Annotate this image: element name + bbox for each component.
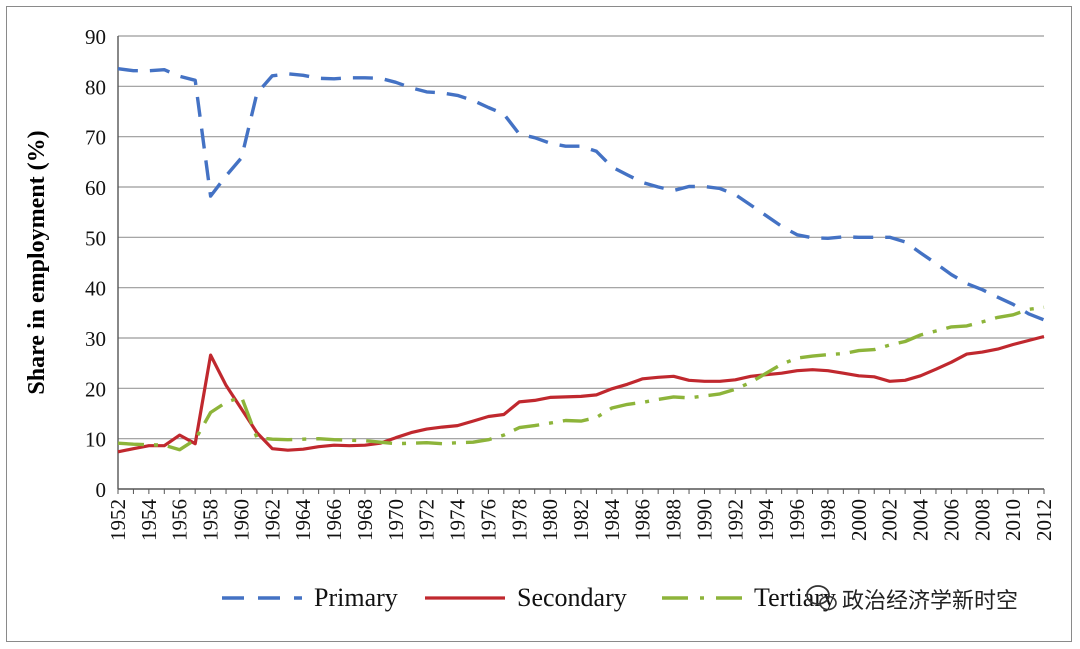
x-tick-label: 1982: [569, 499, 593, 541]
x-tick-label: 1954: [137, 499, 161, 542]
y-tick-label: 70: [85, 126, 106, 150]
x-tick-label: 1974: [446, 499, 470, 542]
x-tick-label: 1952: [106, 499, 130, 541]
x-tick-label: 1968: [353, 499, 377, 541]
legend-label-secondary: Secondary: [517, 583, 627, 612]
x-tick-label: 1972: [415, 499, 439, 541]
y-tick-label: 20: [85, 377, 106, 401]
x-tick-label: 1994: [754, 499, 778, 542]
x-tick-label: 1962: [260, 499, 284, 541]
x-tick-label: 2000: [847, 499, 871, 541]
watermark-text: 政治经济学新时空: [842, 589, 1018, 614]
x-tick-label: 1990: [692, 499, 716, 541]
x-tick-label: 1988: [662, 499, 686, 541]
y-tick-label: 50: [85, 226, 106, 250]
x-tick-label: 2006: [939, 499, 963, 541]
series-line-tertiary: [117, 305, 1045, 452]
series-line-secondary: [117, 334, 1045, 454]
y-tick-label: 10: [85, 428, 106, 452]
x-tick-label: 1966: [322, 499, 346, 541]
x-tick-label: 1978: [507, 499, 531, 541]
x-tick-label: 1956: [168, 499, 192, 541]
y-tick-label: 60: [85, 176, 106, 200]
x-tick-label: 1998: [816, 499, 840, 541]
wechat-icon-bubble: [819, 595, 837, 611]
x-tick-label: 1992: [723, 499, 747, 541]
x-tick-label: 2004: [909, 499, 933, 542]
y-tick-label: 40: [85, 277, 106, 301]
y-axis-title: Share in employment (%): [24, 130, 50, 394]
legend-label-primary: Primary: [314, 583, 398, 612]
y-tick-label: 90: [85, 25, 106, 49]
x-tick-label: 1970: [384, 499, 408, 541]
series-line-primary: [117, 67, 1045, 322]
x-tick-label: 1984: [600, 499, 624, 542]
x-tick-label: 1976: [476, 499, 500, 541]
x-tick-label: 2002: [878, 499, 902, 541]
y-tick-label: 0: [96, 478, 107, 502]
y-tick-label: 30: [85, 327, 106, 351]
x-tick-label: 1964: [291, 499, 315, 542]
x-tick-label: 1996: [785, 499, 809, 541]
y-tick-label: 80: [85, 75, 106, 99]
x-tick-label: 2008: [970, 499, 994, 541]
x-tick-label: 2012: [1032, 499, 1056, 541]
wechat-icon: [806, 585, 830, 605]
x-tick-label: 1980: [538, 499, 562, 541]
x-tick-label: 2010: [1001, 499, 1025, 541]
x-tick-label: 1986: [631, 499, 655, 541]
x-tick-label: 1960: [229, 499, 253, 541]
x-tick-label: 1958: [199, 499, 223, 541]
chart-frame: [6, 6, 1072, 642]
